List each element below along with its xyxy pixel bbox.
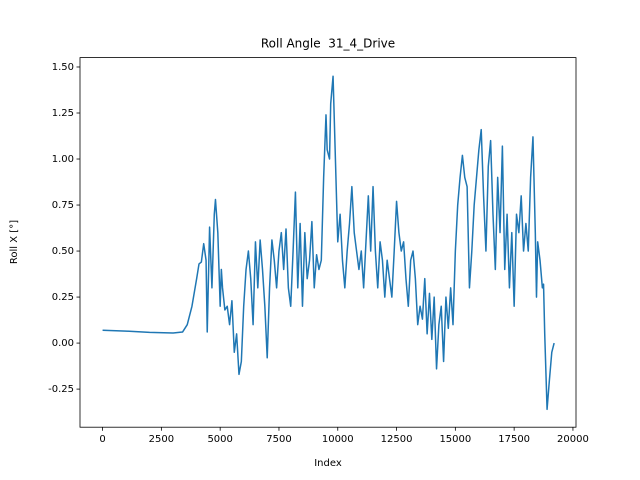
x-tick-label: 0 — [99, 434, 105, 445]
line — [102, 75, 555, 411]
y-tick-label: 1.00 — [52, 154, 74, 165]
x-tick-label: 2500 — [149, 434, 174, 445]
x-tick-label: 7500 — [266, 434, 291, 445]
x-tick-label: 15000 — [439, 434, 471, 445]
y-tick-label: 0.75 — [52, 200, 74, 211]
x-tick-label: 17500 — [498, 434, 530, 445]
y-tick-label: 1.50 — [52, 62, 74, 73]
x-tick-label: 12500 — [381, 434, 413, 445]
x-tick-label: 5000 — [207, 434, 232, 445]
y-tick-label: 0.25 — [52, 292, 74, 303]
y-tick-label: 0.50 — [52, 246, 74, 257]
y-tick-label: 0.00 — [52, 338, 74, 349]
y-tick-label: 1.25 — [52, 108, 74, 119]
y-axis-label: Roll X [°] — [9, 220, 20, 264]
chart-title: Roll Angle 31_4_Drive — [261, 37, 395, 51]
y-tick-label: -0.25 — [48, 384, 74, 395]
x-tick-label: 10000 — [322, 434, 354, 445]
x-tick-label: 20000 — [557, 434, 589, 445]
plot-frame — [79, 57, 577, 428]
x-axis-label: Index — [314, 458, 342, 469]
